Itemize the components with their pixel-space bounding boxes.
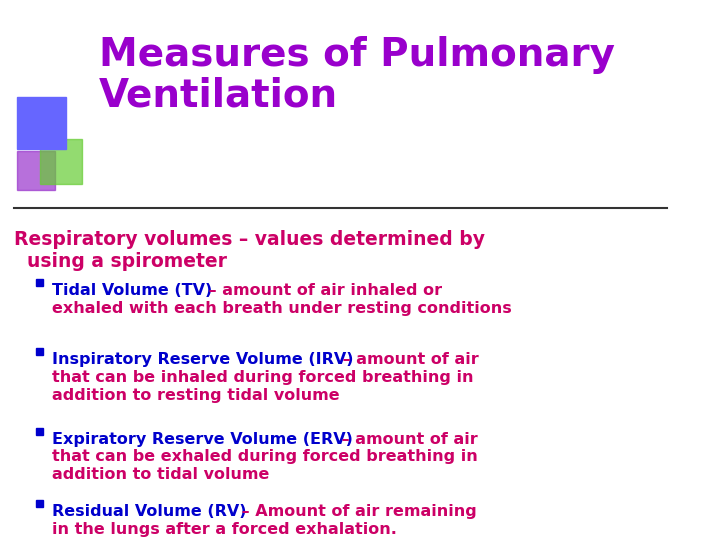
- Text: Measures of Pulmonary: Measures of Pulmonary: [99, 36, 616, 75]
- Text: Tidal Volume (TV): Tidal Volume (TV): [52, 283, 212, 298]
- Text: – amount of air: – amount of air: [337, 352, 479, 367]
- Bar: [36, 279, 42, 286]
- Text: addition to resting tidal volume: addition to resting tidal volume: [52, 388, 340, 403]
- Text: Expiratory Reserve Volume (ERV): Expiratory Reserve Volume (ERV): [52, 431, 353, 447]
- Bar: [36, 428, 42, 435]
- Text: – Amount of air remaining: – Amount of air remaining: [236, 504, 477, 519]
- Text: that can be exhaled during forced breathing in: that can be exhaled during forced breath…: [52, 449, 478, 464]
- Text: – amount of air: – amount of air: [336, 431, 478, 447]
- Bar: [17, 151, 55, 191]
- Bar: [36, 348, 42, 355]
- Bar: [40, 139, 82, 184]
- Text: – amount of air inhaled or: – amount of air inhaled or: [204, 283, 443, 298]
- Text: that can be inhaled during forced breathing in: that can be inhaled during forced breath…: [52, 370, 474, 385]
- Text: Respiratory volumes – values determined by: Respiratory volumes – values determined …: [14, 230, 485, 249]
- Text: in the lungs after a forced exhalation.: in the lungs after a forced exhalation.: [52, 522, 397, 537]
- Text: addition to tidal volume: addition to tidal volume: [52, 467, 269, 482]
- Bar: [36, 500, 42, 507]
- Text: using a spirometer: using a spirometer: [14, 252, 228, 271]
- Bar: [17, 97, 66, 149]
- Text: Ventilation: Ventilation: [99, 76, 338, 114]
- Text: exhaled with each breath under resting conditions: exhaled with each breath under resting c…: [52, 301, 512, 316]
- Text: Residual Volume (RV): Residual Volume (RV): [52, 504, 246, 519]
- Text: Inspiratory Reserve Volume (IRV): Inspiratory Reserve Volume (IRV): [52, 352, 354, 367]
